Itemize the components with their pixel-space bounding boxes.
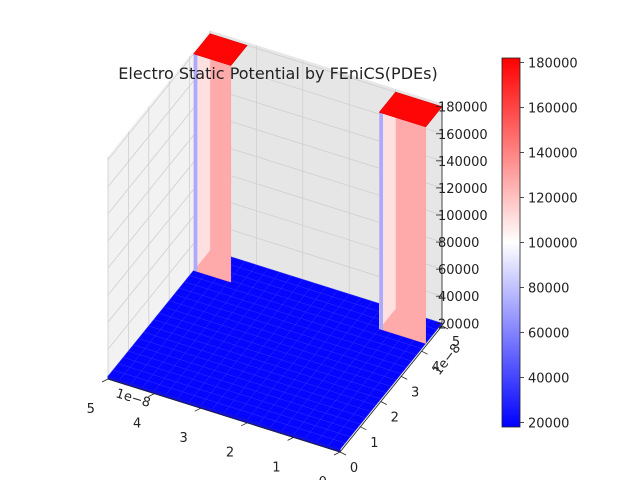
y-tick-label: 0 <box>350 461 358 476</box>
z-tick-label: 20000 <box>438 317 479 332</box>
y-tick-label: 2 <box>391 411 399 426</box>
plateau-edge-strip <box>193 53 198 272</box>
plateau-top <box>193 33 248 66</box>
x-axis-tick <box>241 422 248 427</box>
x-tick-label: 3 <box>179 431 187 446</box>
grid-line <box>107 195 211 323</box>
y-axis-tick <box>421 350 428 355</box>
surface-mesh-line <box>212 283 315 410</box>
x-axis-tick <box>287 437 294 441</box>
surface-mesh-line <box>174 294 407 368</box>
surface-mesh-line <box>177 272 280 399</box>
surface-mesh-line <box>158 313 392 387</box>
colorbar-tick-label: 140000 <box>528 147 578 162</box>
surface-plot <box>107 32 443 453</box>
y-tick-label: 3 <box>411 385 419 400</box>
surface-mesh-line <box>107 250 211 377</box>
z-tick-label: 180000 <box>438 101 488 116</box>
colorbar-tick-label: 20000 <box>528 417 569 432</box>
y-axis-tick <box>401 376 408 380</box>
surface-mesh-line <box>184 281 417 355</box>
x-tick-label: 0 <box>319 475 327 480</box>
y-tick-label: 1 <box>370 436 378 451</box>
colorbar-tick-label: 120000 <box>528 192 578 207</box>
z-tick-label: 140000 <box>438 155 488 170</box>
colorbar-tick-label: 100000 <box>528 237 578 252</box>
x-tick-label: 5 <box>87 402 95 417</box>
colorbar-tick-label: 160000 <box>528 102 578 117</box>
surface-mesh-line <box>164 306 397 381</box>
x-axis-tick <box>333 451 341 456</box>
surface-mesh-line <box>154 264 257 392</box>
grid-line <box>107 222 211 350</box>
surface-mesh-line <box>179 287 412 362</box>
surface-mesh-line <box>169 300 402 374</box>
grid-line <box>107 60 211 188</box>
y-tick-label: 5 <box>452 335 460 350</box>
plateau-1 <box>378 91 443 344</box>
grid-line <box>107 114 211 242</box>
y-tick-label: 4 <box>431 360 439 375</box>
surface-mesh-line <box>189 275 422 349</box>
grid-line <box>107 33 211 160</box>
z-tick-label: 40000 <box>438 290 479 305</box>
grid-line <box>107 87 211 215</box>
colorbar-tick-label: 40000 <box>528 372 569 387</box>
surface-mesh-line <box>131 257 234 384</box>
colorbar: 20000 40000 60000 80000 100000 120000 140000 16… <box>501 57 578 432</box>
x-axis-tick <box>194 407 201 412</box>
z-tick-label: 80000 <box>438 236 479 251</box>
plateau-top <box>378 91 443 128</box>
y-axis-tick <box>360 426 367 431</box>
x-axis-tick <box>101 378 109 383</box>
surface-mesh-line <box>189 275 292 402</box>
colorbar-tick-label: 80000 <box>528 282 569 297</box>
colorbar-bar <box>501 57 521 428</box>
x-axis-line <box>107 378 341 453</box>
z-tick-label: 60000 <box>438 263 479 278</box>
z-tick-label: 100000 <box>438 209 488 224</box>
colorbar-tick-label: 60000 <box>528 327 569 342</box>
plateau-2 <box>193 32 248 283</box>
surface-mesh-line <box>142 261 245 388</box>
surface-mesh-line <box>200 279 303 406</box>
plateau-edge-strip <box>379 112 383 330</box>
chart-title: Electro Static Potential by FEniCS(PDEs) <box>118 64 437 83</box>
grid-line <box>107 168 211 296</box>
x-tick-label: 1 <box>272 460 280 475</box>
z-tick-label: 160000 <box>438 128 488 143</box>
grid-line <box>107 141 211 269</box>
y-axis-line <box>339 325 443 453</box>
y-axis-tick <box>380 401 387 405</box>
x-tick-label: 2 <box>226 446 234 461</box>
x-tick-label: 4 <box>133 416 141 431</box>
z-tick-label: 120000 <box>438 182 488 197</box>
colorbar-tick-label: 180000 <box>528 57 578 72</box>
x-axis-tick <box>148 393 155 397</box>
surface-mesh-line <box>165 268 269 395</box>
y-axis-tick <box>339 451 347 456</box>
surface-mesh-line <box>119 253 222 381</box>
y-axis-tick <box>441 325 449 330</box>
